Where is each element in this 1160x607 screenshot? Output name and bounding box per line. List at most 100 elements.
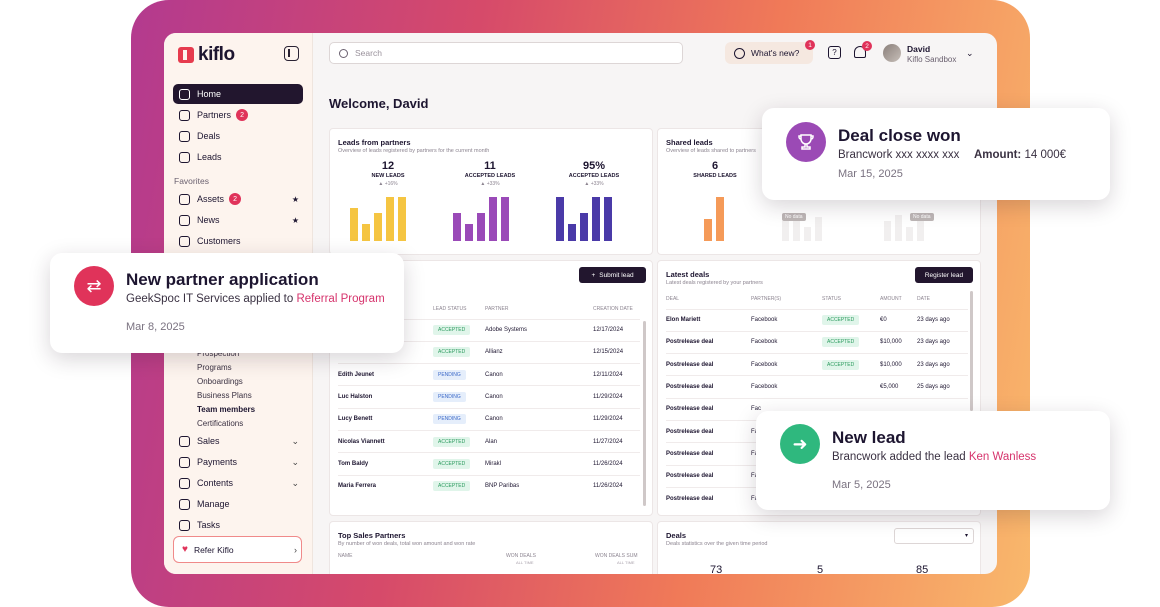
bar-mark: [580, 213, 588, 241]
star-icon[interactable]: ★: [291, 215, 299, 225]
sidebar-sub-certifications[interactable]: Certifications: [197, 418, 244, 428]
deal-name: Postrelease deal: [666, 486, 751, 510]
bar-mark: [350, 208, 358, 241]
card-subtitle: By number of won deals, total won amount…: [338, 541, 476, 547]
kiflo-logo[interactable]: kiflo: [178, 44, 235, 66]
status-cell: [822, 375, 880, 399]
table-scrollbar[interactable]: [643, 321, 646, 506]
col-creation-date[interactable]: CREATION DATE: [593, 305, 633, 312]
table-scrollbar[interactable]: [970, 291, 973, 411]
deal-won-notification[interactable]: Deal close won Brancwork xxx xxxx xxx Am…: [762, 108, 1110, 200]
partner-name: Facebook: [751, 330, 822, 354]
sidebar-item-leads[interactable]: Leads: [173, 147, 303, 167]
col-partners[interactable]: PARTNER(S): [751, 295, 782, 302]
partner-name: Mirakl: [485, 452, 593, 476]
col-name[interactable]: NAME: [338, 553, 353, 559]
sidebar-sub-prospection[interactable]: Prospection: [197, 348, 240, 358]
sidebar-collapse-icon[interactable]: [284, 46, 299, 61]
sidebar-item-contents[interactable]: Contents ⌄: [173, 473, 303, 493]
sidebar-sub-onboardings[interactable]: Onboardings: [197, 376, 243, 386]
bar-mark: [716, 197, 724, 241]
table-row[interactable]: Maria Ferrera ACCEPTED BNP Paribas 11/26/20…: [338, 474, 640, 498]
col-lead-status[interactable]: LEAD STATUS: [433, 305, 467, 312]
col-status[interactable]: STATUS: [822, 295, 841, 302]
deals-stat-value: 73: [710, 564, 723, 574]
partner-application-notification[interactable]: ⇄ New partner application GeekSpoc IT Se…: [50, 253, 404, 353]
submit-lead-button[interactable]: + Submit lead: [579, 267, 646, 283]
lead-name: Nicolas Viannett: [338, 429, 433, 453]
table-row[interactable]: Postrelease deal Facebook €5,000 25 days ag…: [666, 375, 968, 399]
sidebar-sub-business-plans[interactable]: Business Plans: [197, 390, 252, 400]
shared-leads-bar-chart: [704, 191, 724, 241]
sidebar-item-home[interactable]: Home: [173, 84, 303, 104]
sidebar-item-manage[interactable]: Manage: [173, 494, 303, 514]
card-title: Deals: [666, 531, 687, 540]
sidebar-sub-programs[interactable]: Programs: [197, 362, 232, 372]
refer-kiflo-button[interactable]: ♥ Refer Kiflo ›: [173, 536, 302, 563]
lead-name-link[interactable]: Ken Wanless: [968, 451, 1037, 463]
bar-mark: [362, 224, 370, 241]
deals-icon: [179, 130, 190, 142]
avatar[interactable]: [883, 44, 901, 62]
period-select[interactable]: ▾: [894, 528, 974, 544]
refer-label: Refer Kiflo: [193, 544, 234, 555]
tasks-icon: [179, 519, 190, 531]
table-row[interactable]: Elon Mariett Facebook ACCEPTED €0 23 days ag…: [666, 308, 968, 332]
new-lead-notification[interactable]: ➜ New lead Brancwork added the lead Ken …: [756, 411, 1110, 510]
kpi-label: SHARED LEADS: [693, 173, 737, 179]
table-row[interactable]: Tom Baldy ACCEPTED Mirakl 11/26/2024: [338, 452, 640, 476]
kpi-value: 6: [711, 160, 719, 172]
status-badge: ACCEPTED: [433, 436, 471, 447]
sidebar-item-customers[interactable]: Customers: [173, 231, 303, 251]
partner-name: Adobe Systems: [485, 318, 593, 342]
table-row[interactable]: Lucy Benett PENDING Canon 11/29/2024: [338, 407, 640, 431]
partners-badge: 2: [236, 109, 249, 121]
table-row[interactable]: Luc Halston PENDING Canon 11/29/2024: [338, 385, 640, 409]
sidebar-item-label: Payments: [197, 457, 238, 467]
help-icon[interactable]: ?: [828, 46, 841, 59]
user-name[interactable]: David: [907, 44, 931, 54]
bell-icon[interactable]: [854, 46, 866, 58]
sidebar-sub-team-members[interactable]: Team members: [197, 404, 256, 414]
sidebar-item-label: Home: [197, 89, 222, 99]
table-row[interactable]: Nicolas Viannett ACCEPTED Alan 11/27/2024: [338, 429, 640, 453]
kpi-accepted-rate: 95% ACCEPTED LEADS ▲ +33%: [554, 160, 634, 187]
search-input[interactable]: Search: [329, 42, 683, 64]
card-title: Top Sales Partners: [338, 531, 406, 540]
referral-program-link[interactable]: Referral Program: [296, 293, 385, 305]
register-lead-button[interactable]: Register lead: [915, 267, 973, 283]
table-row[interactable]: Postrelease deal Facebook ACCEPTED $10,000 2…: [666, 353, 968, 376]
table-row[interactable]: Edith Jeunet PENDING Canon 12/11/2024: [338, 363, 640, 386]
swap-arrows-icon: ⇄: [74, 266, 114, 306]
sidebar-item-deals[interactable]: Deals: [173, 126, 303, 146]
creation-date: 11/27/2024: [593, 429, 640, 453]
col-won-deals-sum[interactable]: WON DEALS SUM: [595, 553, 638, 559]
whats-new-badge: 1: [805, 40, 815, 50]
bar-mark: [556, 197, 564, 241]
sidebar-item-label: Tasks: [197, 520, 221, 530]
table-row[interactable]: Postrelease deal Facebook ACCEPTED $10,000 2…: [666, 330, 968, 354]
whats-new-button[interactable]: What's new?: [725, 42, 813, 64]
sidebar-item-tasks[interactable]: Tasks: [173, 515, 303, 535]
sidebar-item-payments[interactable]: Payments ⌄: [173, 452, 303, 472]
heart-icon: ♥: [182, 544, 188, 555]
sidebar-item-assets[interactable]: Assets 2 ★: [173, 189, 303, 209]
deal-name: Postrelease deal: [666, 353, 751, 376]
home-icon: [179, 88, 190, 100]
chevron-down-icon[interactable]: ⌄: [966, 48, 974, 58]
deal-name: Postrelease deal: [666, 375, 751, 399]
notification-badge: 2: [862, 41, 872, 51]
sidebar-item-partners[interactable]: Partners 2: [173, 105, 303, 125]
deal-date: 23 days ago: [917, 353, 968, 376]
sidebar-item-news[interactable]: News ★: [173, 210, 303, 230]
col-partner[interactable]: PARTNER: [485, 305, 509, 312]
col-deal[interactable]: DEAL: [666, 295, 680, 302]
table-row[interactable]: ACCEPTED Adobe Systems 12/17/2024: [338, 318, 640, 342]
sidebar-item-sales[interactable]: Sales ⌄: [173, 431, 303, 451]
table-header: DEAL PARTNER(S) STATUS AMOUNT DATE: [666, 289, 968, 309]
col-date[interactable]: DATE: [917, 295, 930, 302]
col-amount[interactable]: AMOUNT: [880, 295, 902, 302]
col-won-deals[interactable]: WON DEALS: [506, 553, 537, 559]
star-icon[interactable]: ★: [291, 194, 299, 204]
card-subtitle: Latest deals registered by your partners: [666, 280, 763, 286]
